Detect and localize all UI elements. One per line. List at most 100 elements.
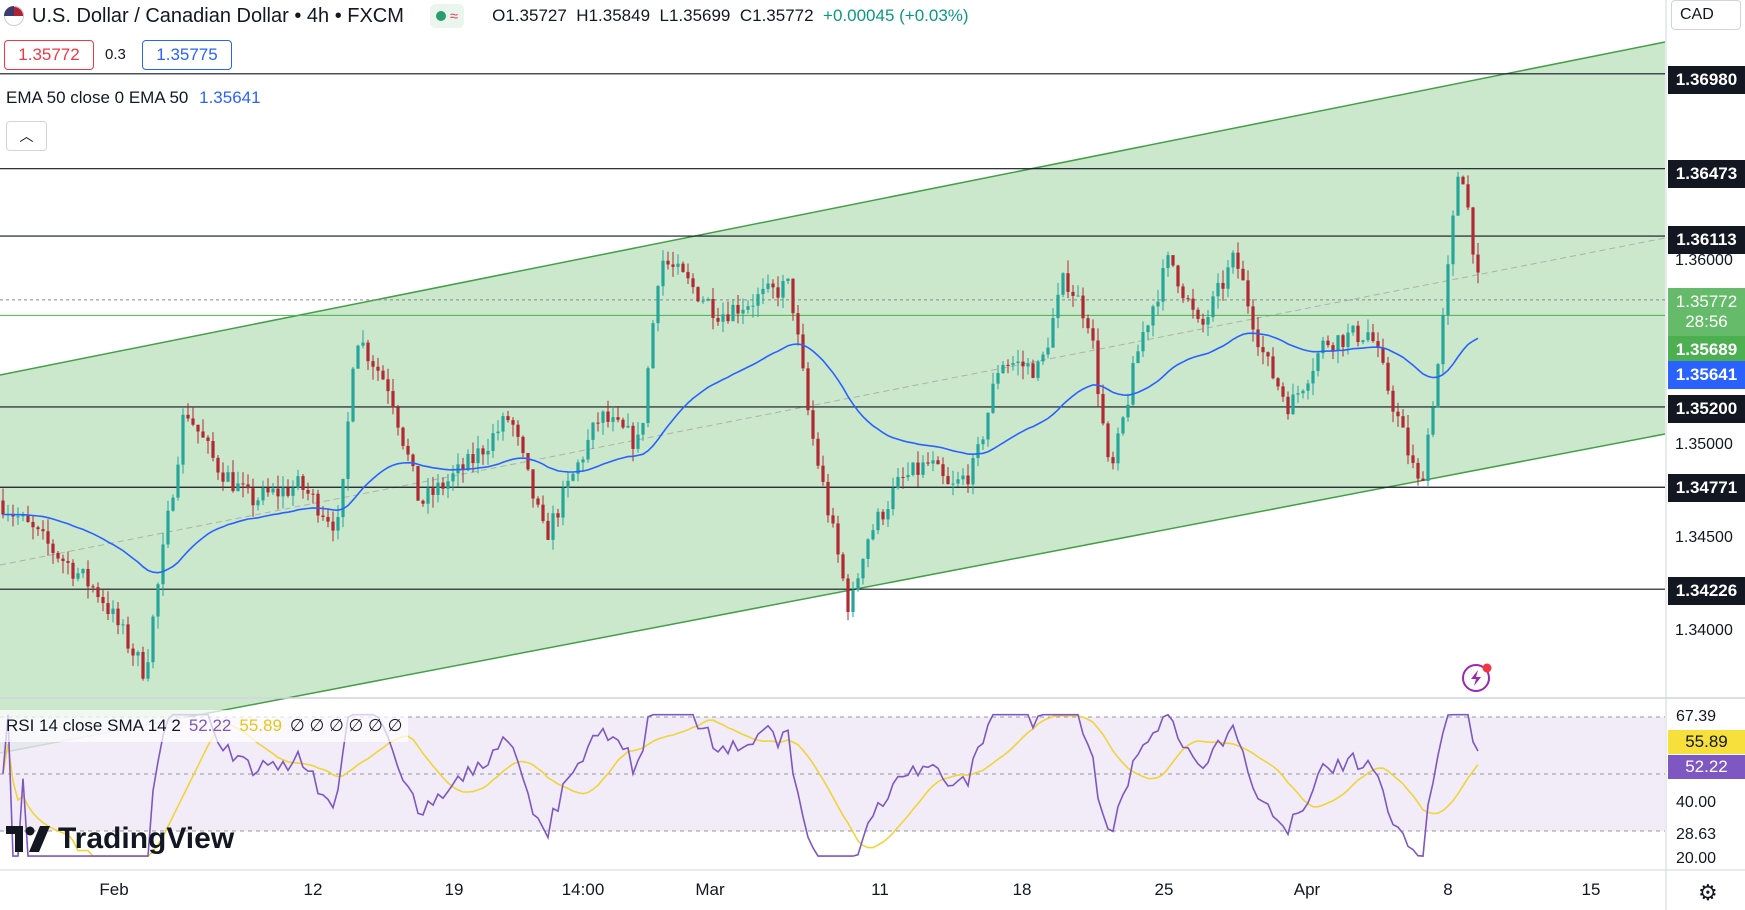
rsi-axis-label: 40.00 [1676,794,1717,811]
candle-body [551,513,555,540]
collapse-legend-button[interactable]: ︿ [6,121,47,151]
candle-body [1306,383,1310,391]
candle-body [631,425,635,449]
candle-body [1256,329,1260,348]
candle-body [36,527,40,530]
candle-body [1281,386,1285,397]
candle-body [746,306,750,310]
candle-body [466,454,470,471]
candle-body [31,522,35,528]
candle-body [1471,207,1475,255]
candle-body [1386,362,1390,391]
candle-body [511,420,515,425]
candle-body [656,286,660,324]
candle-body [396,407,400,428]
candle-body [901,476,905,478]
candle-body [321,515,325,517]
candle-body [1201,318,1205,325]
candle-body [601,411,605,423]
candle-body [1216,282,1220,297]
candle-body [766,283,770,289]
last-price-tag[interactable]: 1.35772 28:56 [1668,288,1745,336]
tradingview-logo-icon [6,826,50,852]
candle-body [1071,291,1075,296]
time-axis-label: 15 [1581,880,1601,899]
ema-tag[interactable]: 1.35641 [1668,361,1745,389]
candle-body [1251,306,1255,330]
candle-body [1126,404,1130,418]
candle-body [801,334,805,369]
candle-body [1081,295,1085,319]
candle-body [1096,340,1100,395]
rsi-sma-tag[interactable]: 55.89 [1668,730,1745,754]
candle-body [451,473,455,482]
candle-body [651,323,655,369]
sell-button[interactable]: 1.35772 [4,40,94,70]
candle-body [1476,254,1480,273]
candle-body [726,314,730,322]
candle-body [716,317,720,322]
settings-gear-icon[interactable]: ⚙ [1698,880,1718,905]
time-axis-label: Apr [1293,880,1321,899]
candle-body [836,523,840,555]
rsi-value-tag[interactable]: 52.22 [1668,755,1745,779]
candle-body [981,439,985,445]
candle-body [91,586,95,588]
candle-body [101,597,105,604]
candle-body [381,370,385,380]
level-tag[interactable]: 1.34771 [1668,474,1745,502]
candle-body [1031,363,1035,378]
candle-body [1016,361,1020,364]
candle-body [1391,390,1395,412]
candle-body [131,648,135,656]
candle-body [986,412,990,440]
candle-body [686,271,690,279]
candle-body [861,558,865,579]
alert-bolt-icon[interactable] [1462,663,1492,692]
market-status-pill[interactable]: ≈ [429,4,465,28]
candle-body [556,513,560,518]
candle-body [76,573,80,579]
candle-body [146,662,150,679]
buy-button[interactable]: 1.35775 [142,40,232,70]
level-tag[interactable]: 1.34226 [1668,577,1745,605]
candle-body [211,440,215,458]
rsi-legend[interactable]: RSI 14 close SMA 14 2 52.22 55.89 ∅ ∅ ∅ … [0,710,409,742]
level-tag[interactable]: 1.36980 [1668,66,1745,94]
candle-body [416,466,420,501]
candle-body [166,510,170,545]
candle-body [1001,364,1005,374]
candle-body [431,488,435,495]
candle-body [171,497,175,511]
horizontal-levels [0,73,1665,590]
ema-legend[interactable]: EMA 50 close 0 EMA 50 1.35641 [6,88,261,107]
candle-body [1236,252,1240,269]
candle-body [446,481,450,489]
candle-body [731,304,735,322]
us-flag-icon [4,6,24,26]
data-wave-icon: ≈ [449,7,459,25]
candle-body [911,462,915,476]
time-axis-label: 18 [1012,880,1032,899]
candle-body [66,561,70,563]
symbol-title[interactable]: U.S. Dollar / Canadian Dollar • 4h • FXC… [32,4,404,27]
currency-button[interactable]: CAD [1671,0,1741,30]
candle-body [1111,457,1115,464]
candle-body [436,482,440,495]
candle-body [871,530,875,540]
candle-body [196,424,200,432]
level-tag[interactable]: 1.35200 [1668,395,1745,423]
level-tag[interactable]: 1.36113 [1668,226,1745,254]
time-axis-label: Feb [99,880,129,899]
candle-body [186,414,190,419]
candle-body [226,472,230,482]
level-tag[interactable]: 1.36473 [1668,160,1745,188]
candle-body [1436,364,1440,408]
candle-body [111,608,115,615]
candle-body [1266,352,1270,357]
green-level-tag[interactable]: 1.35689 [1668,336,1745,364]
candle-body [1121,417,1125,434]
candle-body [781,280,785,298]
